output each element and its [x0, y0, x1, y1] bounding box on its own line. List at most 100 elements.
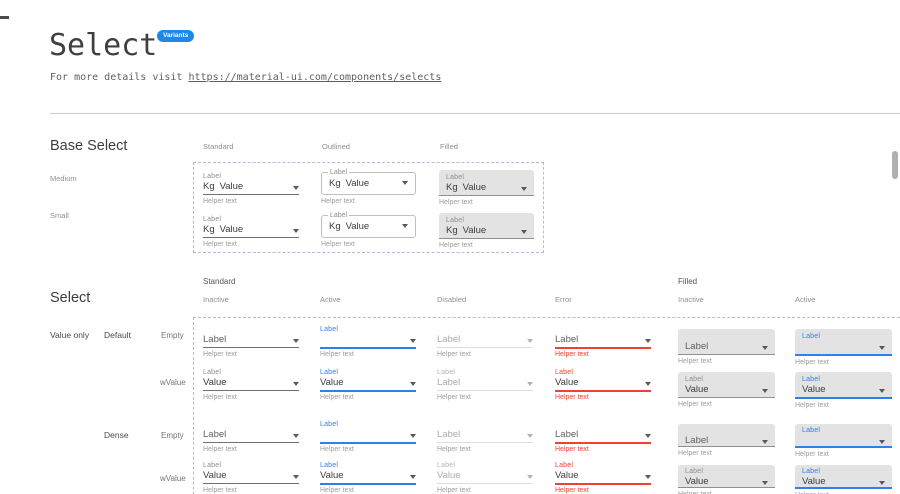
- base-select-heading: Base Select: [50, 138, 128, 154]
- select-value: Value: [802, 384, 826, 395]
- select-dense-standard-inactive-wvalue: Label Value Helper text: [203, 461, 299, 494]
- select-label-caption: Label: [320, 462, 339, 469]
- select-label-caption: [555, 420, 651, 429]
- select-label-caption: Label: [320, 369, 339, 376]
- helper-text: Helper text: [203, 487, 237, 494]
- row-label-wvalue: wValue: [160, 474, 186, 483]
- helper-text: Helper text: [555, 446, 589, 453]
- select-value: Value: [685, 476, 709, 487]
- select-control[interactable]: Label: [795, 329, 892, 356]
- select-value: Label: [203, 429, 227, 440]
- helper-text: Helper text: [320, 446, 354, 453]
- dropdown-arrow-icon: [410, 382, 416, 386]
- select-value: Kg Value: [203, 224, 243, 235]
- select-value: Kg Value: [446, 182, 486, 193]
- docs-link[interactable]: https://material-ui.com/components/selec…: [188, 72, 442, 83]
- select-adornment: Kg: [329, 221, 341, 232]
- helper-text: Helper text: [437, 394, 471, 401]
- select-filled-active-wvalue: Label Value Helper text: [795, 372, 892, 410]
- select-label-caption: Label: [685, 376, 704, 383]
- base-select-outlined-small: Label Kg Value Helper text: [321, 211, 416, 249]
- select-control[interactable]: Label: [678, 329, 775, 355]
- select-label-caption: Label: [802, 427, 821, 434]
- row-group-value-only: Value only: [50, 330, 90, 340]
- vertical-scrollbar-thumb[interactable]: [892, 151, 898, 179]
- select-label-caption: Label: [685, 468, 704, 475]
- select-control[interactable]: Value: [320, 377, 416, 392]
- row-label-empty: Empty: [161, 431, 184, 440]
- subtitle: For more details visit https://material-…: [50, 72, 441, 83]
- select-control[interactable]: Label Value: [795, 372, 892, 399]
- select-dense-standard-error-wvalue: Label Value Helper text: [555, 461, 651, 494]
- select-control[interactable]: Label: [203, 429, 299, 443]
- row-label-wvalue: wValue: [160, 378, 186, 387]
- select-control[interactable]: Label Kg Value: [439, 170, 534, 196]
- select-standard-disabled-empty: Label Helper text: [437, 325, 533, 359]
- select-adornment: Kg: [446, 182, 458, 193]
- column-header-filled-inactive: Inactive: [678, 295, 704, 304]
- select-value: Kg Value: [446, 225, 486, 236]
- select-label-caption: Label: [802, 376, 821, 383]
- dropdown-arrow-icon: [762, 481, 768, 485]
- select-label-caption: Label: [555, 369, 574, 376]
- select-control[interactable]: Kg Value: [203, 224, 299, 238]
- dropdown-arrow-icon: [527, 339, 533, 343]
- column-header-outlined: Outlined: [322, 142, 350, 151]
- helper-text: Helper text: [439, 199, 473, 206]
- select-control[interactable]: [320, 429, 416, 444]
- select-label-caption: [685, 332, 768, 341]
- group-header-standard: Standard: [203, 277, 236, 286]
- base-select-group-outline: [193, 162, 544, 253]
- select-control[interactable]: Label: [555, 429, 651, 444]
- select-label-caption: Label: [203, 173, 222, 180]
- select-label-caption: Label: [203, 462, 222, 469]
- select-control[interactable]: Value: [555, 377, 651, 392]
- dropdown-arrow-icon: [645, 382, 651, 386]
- select-control[interactable]: Value: [203, 377, 299, 391]
- select-control[interactable]: Label Kg Value: [321, 211, 416, 238]
- dropdown-arrow-icon: [645, 475, 651, 479]
- dropdown-arrow-icon: [527, 475, 533, 479]
- select-control[interactable]: [320, 334, 416, 349]
- select-control[interactable]: Label: [555, 334, 651, 349]
- helper-text: Helper text: [555, 394, 589, 401]
- helper-text: Helper text: [203, 446, 237, 453]
- select-label-caption: Label: [328, 168, 350, 177]
- select-dense-filled-active-empty: Label Helper text: [795, 424, 892, 459]
- select-control[interactable]: Label: [203, 334, 299, 348]
- select-standard-inactive-wvalue: Label Value Helper text: [203, 368, 299, 402]
- select-control: Label: [437, 334, 533, 348]
- select-control[interactable]: Label: [795, 424, 892, 448]
- select-label-caption: [437, 325, 533, 334]
- select-control[interactable]: Label Value: [678, 372, 775, 398]
- select-control[interactable]: Label Value: [795, 465, 892, 489]
- select-control[interactable]: Value: [203, 470, 299, 484]
- select-control[interactable]: Value: [555, 470, 651, 485]
- column-header-active: Active: [320, 295, 341, 304]
- helper-text: Helper text: [320, 351, 354, 358]
- select-label-caption: [437, 420, 533, 429]
- select-control[interactable]: Label Value: [678, 465, 775, 488]
- select-control[interactable]: Value: [320, 470, 416, 485]
- select-value: Label: [555, 429, 579, 440]
- select-dense-filled-inactive-empty: Label Helper text: [678, 424, 775, 458]
- select-label-caption: Label: [555, 462, 574, 469]
- select-standard-error-empty: Label Helper text: [555, 325, 651, 359]
- select-control[interactable]: Label Kg Value: [321, 168, 416, 195]
- select-control[interactable]: Kg Value: [203, 181, 299, 195]
- select-label-caption: Label: [437, 369, 456, 376]
- select-label-caption: Label: [203, 369, 222, 376]
- select-standard-inactive-empty: Label Helper text: [203, 325, 299, 359]
- column-header-filled-active: Active: [795, 295, 816, 304]
- column-header-standard: Standard: [203, 142, 234, 151]
- dropdown-arrow-icon: [410, 339, 416, 343]
- select-control[interactable]: Label Kg Value: [439, 213, 534, 239]
- select-control[interactable]: Label: [678, 424, 775, 447]
- select-label-caption: Label: [446, 217, 465, 224]
- dropdown-arrow-icon: [410, 434, 416, 438]
- base-select-standard-small: Label Kg Value Helper text: [203, 215, 299, 249]
- select-label-caption: Label: [320, 421, 339, 428]
- select-dense-standard-disabled-empty: Label Helper text: [437, 420, 533, 454]
- select-label-caption: [203, 420, 299, 429]
